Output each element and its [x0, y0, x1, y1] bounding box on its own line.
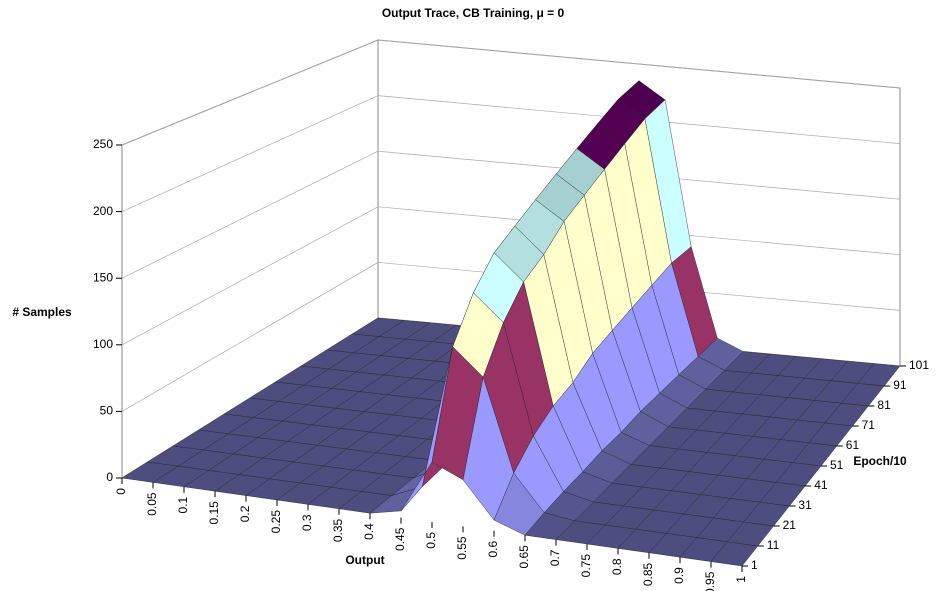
grid-line — [121, 206, 901, 346]
x-tick-label: 0.95 — [703, 571, 717, 591]
z-tick-label: 61 — [846, 438, 860, 452]
y-tick-label: 50 — [100, 404, 114, 418]
x-tick-label: 0.05 — [145, 492, 159, 516]
y-axis-label: # Samples — [12, 305, 72, 319]
y-tick-label: 100 — [93, 337, 113, 351]
x-tick-label: 0.4 — [362, 523, 376, 540]
x-tick-label: 0.3 — [300, 514, 314, 531]
z-tick-label: 71 — [862, 418, 876, 432]
x-tick-label: 0.55 — [455, 536, 469, 560]
chart-title: Output Trace, CB Training, μ = 0 — [382, 6, 565, 20]
x-tick-label: 0.8 — [610, 558, 624, 575]
x-tick-label: 0.65 — [517, 545, 531, 569]
x-axis-label: Output — [345, 553, 384, 567]
x-tick-label: 0.45 — [393, 527, 407, 551]
z-tick-label: 11 — [767, 538, 780, 552]
x-tick-label: 0.9 — [672, 567, 686, 584]
z-tick-label: 101 — [909, 358, 929, 372]
x-tick-label: 0 — [114, 488, 128, 495]
z-axis-label: Epoch/10 — [853, 454, 907, 468]
x-tick-label: 0.1 — [176, 496, 190, 513]
z-tick-label: 51 — [830, 458, 844, 472]
y-tick-label: 250 — [93, 137, 113, 151]
x-tick-label: 0.35 — [331, 518, 345, 542]
x-tick-label: 0.7 — [548, 549, 562, 566]
x-tick-label: 0.25 — [269, 510, 283, 534]
y-tick-label: 150 — [93, 270, 113, 284]
y-tick-label: 0 — [106, 470, 113, 484]
grid-line — [121, 95, 901, 212]
z-tick-label: 41 — [814, 478, 828, 492]
grid-line — [121, 39, 901, 146]
grid-line — [121, 150, 901, 279]
x-tick-label: 0.75 — [579, 554, 593, 578]
x-tick-label: 0.2 — [238, 505, 252, 522]
x-tick-label: 0.6 — [486, 540, 500, 557]
z-tick-label: 1 — [751, 558, 758, 572]
x-tick-label: 0.85 — [641, 562, 655, 586]
z-tick-label: 31 — [798, 498, 812, 512]
x-tick-label: 0.15 — [207, 501, 221, 525]
x-tick-label: 0.5 — [424, 532, 438, 549]
y-tick-label: 200 — [93, 204, 113, 218]
z-tick-label: 81 — [877, 398, 891, 412]
z-tick-label: 21 — [783, 518, 797, 532]
x-tick-label: 1 — [734, 576, 748, 583]
z-tick-label: 91 — [893, 378, 907, 392]
grid-line — [121, 262, 901, 412]
